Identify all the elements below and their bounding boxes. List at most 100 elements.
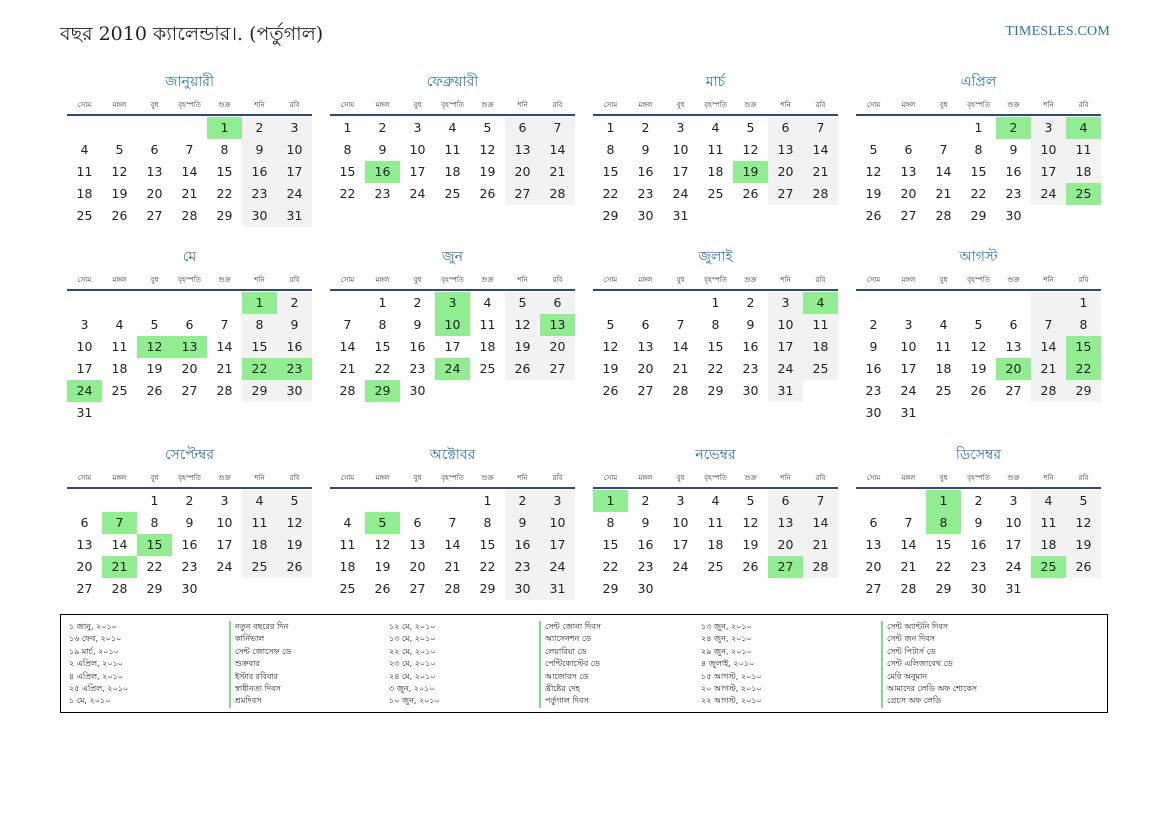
site-logo-text[interactable]: TIMESLES.COM bbox=[1005, 24, 1110, 39]
month-name: জানুয়ারী bbox=[165, 74, 214, 90]
day-cell: 5 bbox=[746, 120, 755, 135]
holiday-day-cell: 24 bbox=[67, 380, 102, 402]
day-cell: 4 bbox=[1031, 490, 1066, 512]
legend-dates-col-3: ১৩ জুন, ২০১০ ২৪ জুন, ২০১০ ২৯ জুন, ২০১০ ৪ জু… bbox=[701, 621, 762, 708]
day-cell: 26 bbox=[1066, 556, 1101, 578]
day-cell: 9 bbox=[413, 317, 422, 332]
day-cell: 17 bbox=[76, 361, 93, 376]
day-cell: 22 bbox=[707, 361, 724, 376]
empty-cell bbox=[996, 292, 1031, 314]
day-cell: 6 bbox=[505, 117, 540, 139]
empty-cell bbox=[137, 117, 172, 139]
weekday-label: বৃহস্পতি bbox=[704, 276, 727, 284]
day-cell: 16 bbox=[505, 534, 540, 556]
legend-holiday-name: নতুন বছরের দিন bbox=[229, 621, 291, 634]
weekday-label: বুধ bbox=[676, 101, 685, 109]
day-cell: 9 bbox=[378, 142, 387, 157]
weekday-label: বৃহস্পতি bbox=[178, 276, 201, 284]
empty-cell bbox=[593, 292, 628, 314]
day-cell: 4 bbox=[343, 515, 352, 530]
day-cell: 29 bbox=[146, 581, 163, 596]
day-cell: 2 bbox=[746, 295, 755, 310]
day-cell: 13 bbox=[76, 537, 93, 552]
day-cell: 28 bbox=[181, 208, 198, 223]
day-cell: 8 bbox=[483, 515, 492, 530]
day-cell: 26 bbox=[277, 556, 312, 578]
day-cell: 2 bbox=[869, 317, 878, 332]
day-cell: 6 bbox=[1009, 317, 1018, 332]
weekday-label: মঙ্গল bbox=[375, 101, 390, 109]
empty-cell bbox=[330, 292, 365, 314]
day-cell: 30 bbox=[637, 581, 654, 596]
day-cell: 17 bbox=[768, 336, 803, 358]
empty-cell bbox=[891, 490, 926, 512]
day-cell: 20 bbox=[900, 186, 917, 201]
day-cell: 10 bbox=[76, 339, 93, 354]
day-cell: 21 bbox=[1031, 358, 1066, 380]
day-grid: 1 2 3 4 5 6 7 8 9 10 11 12 13 14 15 16 17 18 19 20 21 22 23 24 2… bbox=[593, 490, 838, 600]
month-4: এপ্রিল সোম মঙ্গল বুধ বৃহস্পতি শুক্র শনি রবি 1 2 3 4… bbox=[856, 72, 1101, 227]
day-cell: 21 bbox=[672, 361, 689, 376]
holiday-day-cell: 13 bbox=[540, 314, 575, 336]
day-cell: 9 bbox=[641, 515, 650, 530]
legend-holiday-name: শ্রমদিবস bbox=[229, 695, 291, 708]
day-cell: 3 bbox=[80, 317, 89, 332]
weekday-label: রবি bbox=[552, 474, 563, 482]
day-cell: 6 bbox=[904, 142, 913, 157]
weekday-label: বুধ bbox=[939, 474, 948, 482]
day-cell: 9 bbox=[746, 317, 755, 332]
day-cell: 9 bbox=[277, 314, 312, 336]
day-cell: 10 bbox=[672, 515, 689, 530]
weekday-label: শুক্র bbox=[1007, 474, 1020, 482]
weekday-label: বৃহস্পতি bbox=[441, 276, 464, 284]
holiday-day-cell: 4 bbox=[1066, 117, 1101, 139]
day-cell: 20 bbox=[637, 361, 654, 376]
day-cell: 6 bbox=[540, 292, 575, 314]
weekday-label: সোম bbox=[340, 101, 355, 109]
day-cell: 6 bbox=[150, 142, 159, 157]
day-cell: 10 bbox=[216, 515, 233, 530]
weekday-label: সোম bbox=[77, 276, 92, 284]
day-cell: 26 bbox=[146, 383, 163, 398]
day-cell: 27 bbox=[181, 383, 198, 398]
day-cell: 12 bbox=[970, 339, 987, 354]
day-cell: 23 bbox=[970, 559, 987, 574]
day-cell: 13 bbox=[637, 339, 654, 354]
day-cell: 8 bbox=[343, 142, 352, 157]
weekday-header: সোম মঙ্গল বুধ বৃহস্পতি শুক্র শনি রবি bbox=[593, 96, 838, 116]
legend-holiday-date: ২৩ মে, ২০১০ bbox=[389, 659, 436, 669]
day-cell: 23 bbox=[374, 186, 391, 201]
day-cell: 3 bbox=[540, 490, 575, 512]
holiday-day-cell: 13 bbox=[172, 336, 207, 358]
day-cell: 27 bbox=[76, 581, 93, 596]
day-cell: 1 bbox=[1066, 292, 1101, 314]
day-cell: 23 bbox=[181, 559, 198, 574]
day-cell: 20 bbox=[865, 559, 882, 574]
legend-holiday-date: ১০ জুন, ২০১০ bbox=[389, 696, 440, 706]
legend-holiday-name: ইস্টার রবিবার bbox=[229, 670, 291, 683]
day-cell: 30 bbox=[742, 383, 759, 398]
day-cell: 28 bbox=[1031, 380, 1066, 402]
day-grid: 1 2 3 4 5 6 7 8 9 10 11 12 13 14 15 16 17 18 19 20 21 22 23 24 2… bbox=[330, 117, 575, 205]
day-cell: 13 bbox=[409, 537, 426, 552]
day-cell: 15 bbox=[935, 537, 952, 552]
day-cell: 9 bbox=[185, 515, 194, 530]
day-cell: 18 bbox=[444, 164, 461, 179]
day-cell: 5 bbox=[150, 317, 159, 332]
day-cell: 4 bbox=[483, 295, 492, 310]
day-cell: 14 bbox=[1031, 336, 1066, 358]
day-cell: 12 bbox=[111, 164, 128, 179]
holiday-day-cell: 22 bbox=[242, 358, 277, 380]
day-cell: 9 bbox=[242, 139, 277, 161]
weekday-label: শনি bbox=[254, 474, 265, 482]
day-cell: 30 bbox=[1005, 208, 1022, 223]
day-cell: 21 bbox=[540, 161, 575, 183]
legend-holiday-name: সেন্ট জোনা দিবস bbox=[539, 621, 601, 634]
day-cell: 30 bbox=[409, 383, 426, 398]
day-cell: 7 bbox=[904, 515, 913, 530]
day-cell: 27 bbox=[505, 183, 540, 205]
weekday-label: শনি bbox=[254, 101, 265, 109]
holiday-day-cell: 25 bbox=[1066, 183, 1101, 205]
day-cell: 8 bbox=[606, 142, 615, 157]
day-cell: 4 bbox=[939, 317, 948, 332]
